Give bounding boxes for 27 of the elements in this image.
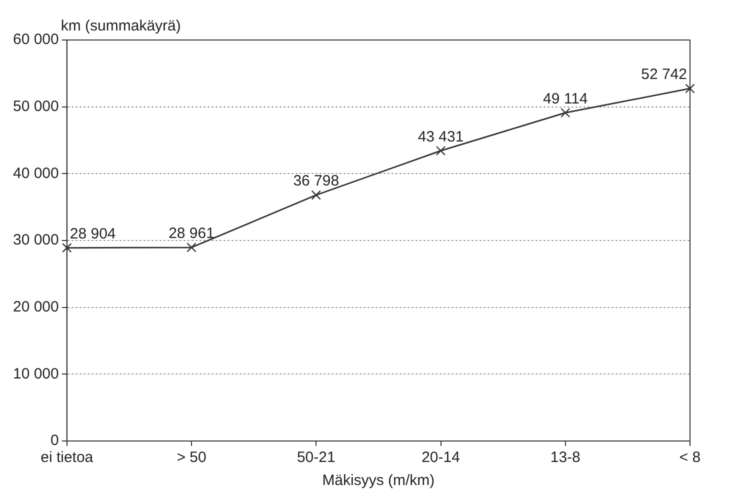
x-tick-label: ei tietoa: [40, 449, 94, 466]
y-tick-label: 10 000: [12, 365, 59, 382]
data-label: 36 798: [293, 172, 340, 190]
y-axis-title: km (summakäyrä): [60, 18, 181, 35]
x-tick-label: > 50: [176, 449, 206, 466]
y-tick-label: 60 000: [12, 31, 59, 48]
data-label: 28 904: [70, 225, 116, 242]
data-label: 43 431: [418, 128, 464, 146]
y-tick-label: 0: [50, 432, 59, 450]
x-axis-title: Mäkisyys (m/km): [322, 472, 435, 490]
y-tick-label: 50 000: [12, 98, 59, 115]
y-tick-label: 40 000: [12, 164, 59, 182]
data-label: 28 961: [168, 225, 214, 242]
point: [685, 84, 695, 94]
x-tick-label: 13-8: [550, 449, 580, 466]
y-tick-label: 20 000: [12, 298, 59, 316]
point: [560, 108, 570, 118]
y-tick-label: 30 000: [12, 232, 59, 249]
point: [311, 190, 321, 200]
point: [436, 146, 446, 156]
point: [186, 242, 196, 252]
x-tick-label: 50-21: [296, 449, 336, 466]
x-tick-label: 20-14: [422, 449, 460, 466]
data-label: 52 742: [641, 66, 687, 84]
x-tick-label: < 8: [679, 449, 701, 466]
data-label: 49 114: [542, 90, 588, 108]
point: [62, 242, 72, 253]
